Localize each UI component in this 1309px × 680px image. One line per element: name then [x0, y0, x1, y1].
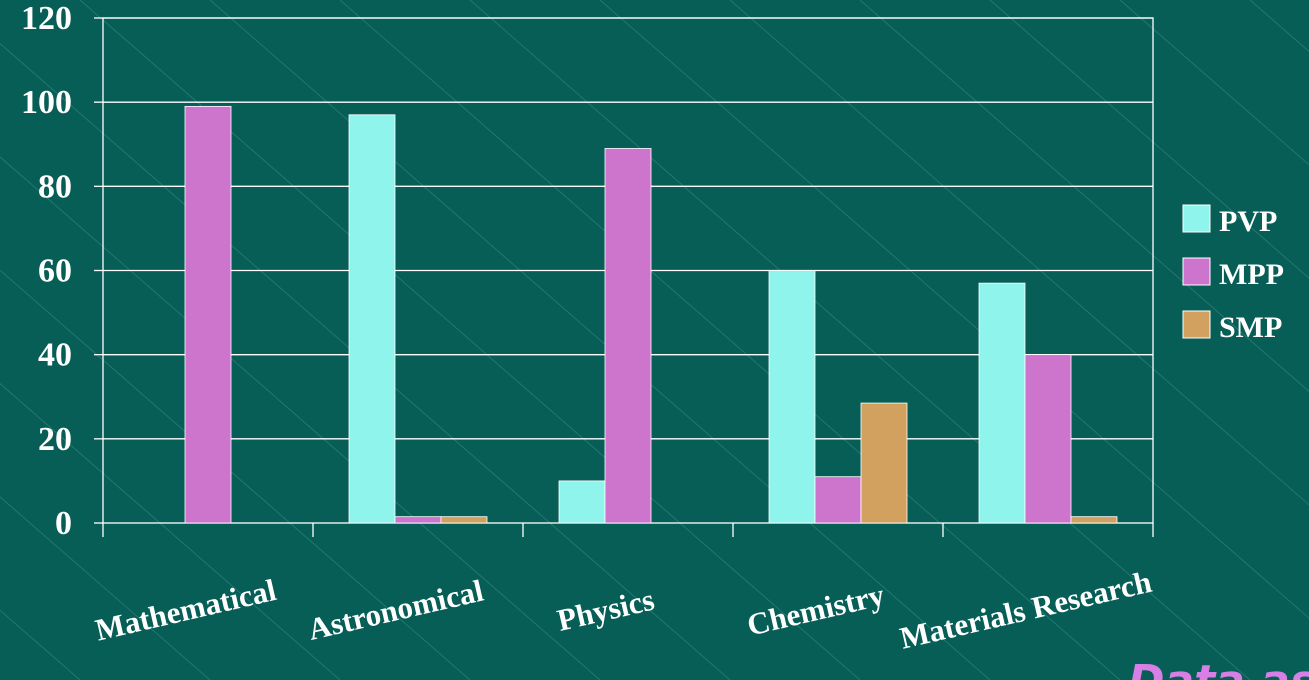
bar-pvp: [558, 480, 606, 524]
bar-mpp: [184, 105, 232, 524]
background-line: [0, 269, 471, 680]
background-line: [209, 0, 991, 680]
background-line: [469, 0, 1251, 680]
y-tick-label: 120: [21, 0, 72, 37]
y-tick-label: 20: [38, 421, 72, 458]
background-line: [729, 0, 1309, 506]
bar-mpp: [604, 148, 652, 524]
bar-mpp: [1024, 354, 1072, 524]
legend-label-smp: SMP: [1219, 311, 1282, 344]
background-line: [0, 496, 211, 680]
bar-pvp: [348, 114, 396, 524]
y-tick-label: 40: [38, 337, 72, 374]
legend: PVP MPP SMP: [1182, 204, 1284, 344]
background-line: [859, 0, 1309, 393]
bar-smp: [860, 402, 908, 524]
background-line: [989, 0, 1309, 279]
y-tick-label: 0: [55, 505, 72, 542]
legend-swatch-pvp: [1182, 204, 1211, 233]
background-line: [1119, 0, 1309, 166]
background-line: [0, 42, 731, 680]
bar-pvp: [768, 270, 816, 524]
bar-mpp: [394, 516, 442, 524]
legend-label-pvp: PVP: [1219, 205, 1277, 238]
background-line: [0, 382, 341, 680]
bar-smp: [1070, 516, 1118, 524]
y-tick-label: 80: [38, 168, 72, 205]
background-line: [339, 0, 1121, 680]
legend-swatch-smp: [1182, 310, 1211, 339]
data-date-note: Data as of: [1128, 656, 1309, 680]
bar-pvp: [978, 282, 1026, 524]
bar-mpp: [814, 476, 862, 524]
legend-label-mpp: MPP: [1219, 258, 1284, 291]
y-tick-label: 100: [21, 84, 72, 121]
legend-swatch-mpp: [1182, 257, 1211, 286]
y-tick-label: 60: [38, 253, 72, 290]
bar-smp: [440, 516, 488, 524]
